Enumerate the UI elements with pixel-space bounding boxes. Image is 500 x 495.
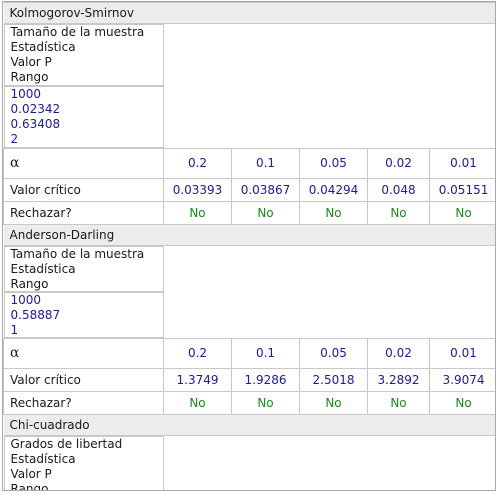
critical-value: 0.05151 — [428, 178, 495, 202]
alpha-value: 0.02 — [367, 148, 430, 179]
reject-row: Rechazar? No No No No No — [3, 391, 495, 415]
alpha-label: α — [3, 338, 164, 369]
critical-value-label: Valor crítico — [3, 368, 164, 392]
reject-label: Rechazar? — [3, 391, 164, 415]
section-header-ks: Kolmogorov-Smirnov — [3, 2, 495, 24]
critical-value: 1.3749 — [163, 368, 232, 392]
summary-row: Tamaño de la muestra Estadística Rango 1… — [3, 246, 496, 339]
goodness-of-fit-table: Kolmogorov-Smirnov Tamaño de la muestra … — [3, 2, 496, 491]
section-header-chi: Chi-cuadrado — [3, 414, 495, 436]
alpha-value: 0.01 — [428, 338, 495, 369]
alpha-value: 0.1 — [231, 148, 300, 179]
section-title: Anderson-Darling — [3, 224, 495, 246]
section-title: Kolmogorov-Smirnov — [3, 2, 495, 24]
reject-value: No — [367, 201, 430, 225]
critical-value-row: Valor crítico 0.03393 0.03867 0.04294 0.… — [3, 178, 495, 202]
alpha-value: 0.02 — [367, 338, 430, 369]
critical-value: 1.9286 — [231, 368, 300, 392]
critical-value-row: Valor crítico 1.3749 1.9286 2.5018 3.289… — [3, 368, 495, 392]
reject-value: No — [428, 201, 495, 225]
reject-label: Rechazar? — [3, 201, 164, 225]
summary-value: 2 — [10, 132, 19, 146]
reject-value: No — [428, 391, 495, 415]
reject-row: Rechazar? No No No No No — [3, 201, 495, 225]
critical-value: 0.03867 — [231, 178, 300, 202]
summary-value: 0.58887 — [10, 308, 61, 322]
summary-label: Rango — [10, 482, 49, 491]
summary-value: 1000 — [10, 87, 42, 101]
summary-value: 0.63408 — [10, 117, 61, 131]
alpha-value: 0.1 — [231, 338, 300, 369]
summary-label: Valor P — [10, 55, 52, 69]
summary-row: Tamaño de la muestra Estadística Valor P… — [3, 24, 496, 149]
section-title: Chi-cuadrado — [3, 414, 495, 436]
section-header-ad: Anderson-Darling — [3, 224, 495, 246]
reject-value: No — [299, 391, 368, 415]
critical-value: 3.9074 — [428, 368, 495, 392]
summary-label: Tamaño de la muestra — [10, 25, 145, 39]
critical-value-label: Valor crítico — [3, 178, 164, 202]
summary-label: Rango — [10, 277, 49, 291]
critical-value: 0.048 — [367, 178, 430, 202]
summary-label: Estadística — [10, 262, 76, 276]
summary-labels: Tamaño de la muestra Estadística Rango — [3, 246, 164, 292]
reject-value: No — [231, 391, 300, 415]
summary-values: 1000 0.02342 0.63408 2 — [3, 86, 164, 148]
summary-label: Estadística — [10, 452, 76, 466]
summary-row: Grados de libertad Estadística Valor P R… — [3, 436, 496, 491]
summary-label: Estadística — [10, 40, 76, 54]
summary-label: Rango — [10, 70, 49, 84]
reject-value: No — [231, 201, 300, 225]
critical-value: 0.03393 — [163, 178, 232, 202]
alpha-row: α 0.2 0.1 0.05 0.02 0.01 — [3, 148, 495, 179]
alpha-label: α — [3, 148, 164, 179]
reject-value: No — [163, 201, 232, 225]
summary-value: 1 — [10, 323, 19, 337]
critical-value: 3.2892 — [367, 368, 430, 392]
alpha-value: 0.2 — [163, 338, 232, 369]
alpha-value: 0.01 — [428, 148, 495, 179]
summary-value: 1000 — [10, 293, 42, 307]
alpha-value: 0.2 — [163, 148, 232, 179]
alpha-value: 0.05 — [299, 148, 368, 179]
goodness-of-fit-panel: Kolmogorov-Smirnov Tamaño de la muestra … — [2, 1, 496, 491]
critical-value: 0.04294 — [299, 178, 368, 202]
summary-label: Valor P — [10, 467, 52, 481]
summary-label: Grados de libertad — [10, 437, 123, 451]
summary-values: 1000 0.58887 1 — [3, 292, 164, 338]
summary-labels: Grados de libertad Estadística Valor P R… — [3, 436, 164, 491]
critical-value: 2.5018 — [299, 368, 368, 392]
alpha-value: 0.05 — [299, 338, 368, 369]
summary-labels: Tamaño de la muestra Estadística Valor P… — [3, 24, 164, 86]
alpha-row: α 0.2 0.1 0.05 0.02 0.01 — [3, 338, 495, 369]
reject-value: No — [367, 391, 430, 415]
reject-value: No — [163, 391, 232, 415]
summary-value: 0.02342 — [10, 102, 61, 116]
summary-label: Tamaño de la muestra — [10, 247, 145, 261]
reject-value: No — [299, 201, 368, 225]
